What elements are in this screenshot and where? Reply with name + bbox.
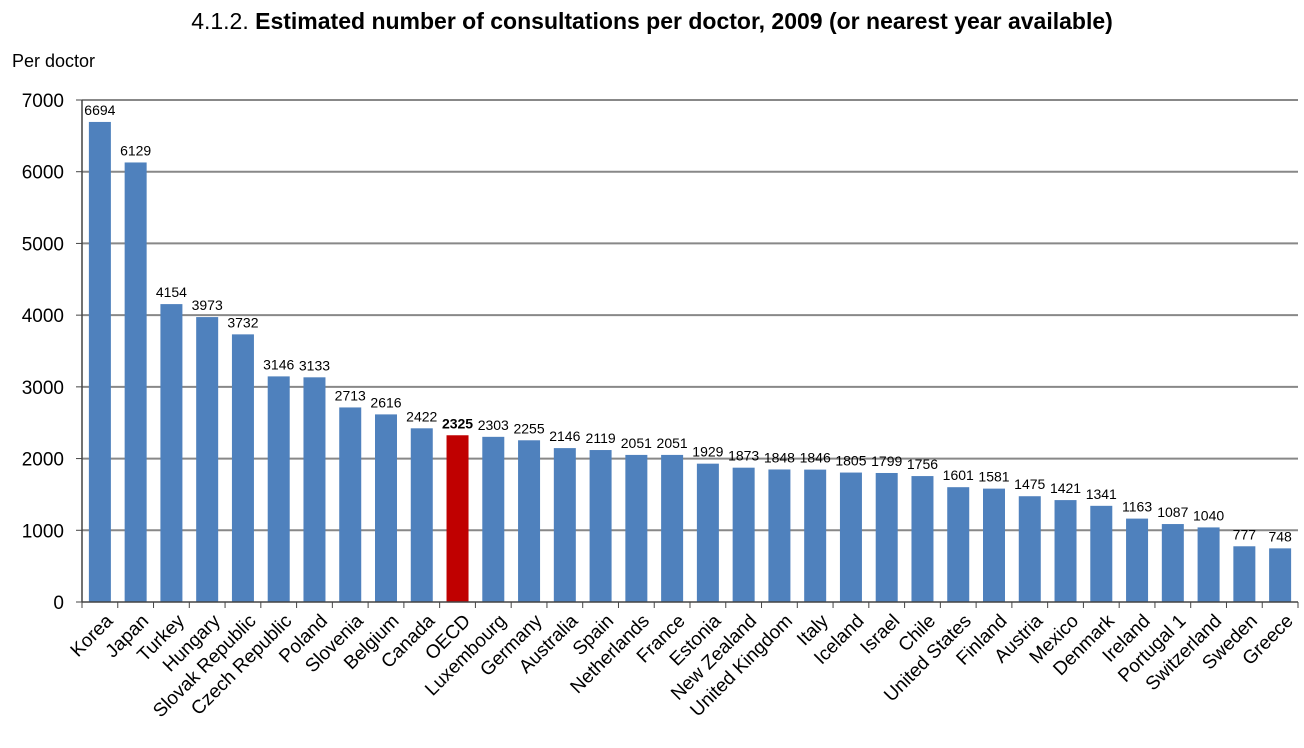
- bar-spain: [589, 450, 612, 602]
- axes: [81, 100, 1298, 603]
- y-tick-label: 1000: [22, 521, 64, 542]
- data-label: 6129: [120, 142, 151, 158]
- bar-poland: [303, 377, 326, 602]
- bar-italy: [804, 469, 827, 602]
- data-label: 1163: [1122, 499, 1152, 515]
- bar-slovak-republic: [231, 334, 254, 602]
- bar-ireland: [1126, 518, 1149, 602]
- bar-denmark: [1090, 505, 1113, 602]
- bar-korea: [88, 121, 111, 602]
- y-tick-label: 7000: [22, 91, 64, 112]
- data-label: 2051: [621, 435, 652, 451]
- bar-estonia: [696, 463, 719, 602]
- y-tick-label: 3000: [22, 378, 64, 399]
- bar-canada: [410, 428, 433, 602]
- bar-belgium: [375, 414, 397, 602]
- bar-israel: [875, 472, 898, 602]
- y-tick-label: 4000: [22, 306, 64, 327]
- data-label: 1040: [1193, 507, 1224, 523]
- data-label: 777: [1233, 526, 1257, 542]
- x-category-label: Israel: [857, 611, 905, 659]
- bar-hungary: [196, 317, 219, 602]
- data-label: 1581: [978, 469, 1009, 485]
- bar-luxembourg: [482, 436, 505, 602]
- data-label: 1341: [1086, 486, 1117, 502]
- y-tick-label: 0: [53, 593, 64, 614]
- y-tick-label: 2000: [22, 450, 64, 471]
- chart-title-text: Estimated number of consultations per do…: [255, 8, 1113, 34]
- chart-title: 4.1.2. Estimated number of consultations…: [0, 8, 1304, 35]
- y-tick-label: 6000: [22, 163, 64, 184]
- bar-new-zealand: [732, 467, 755, 602]
- bar-portugal-1: [1161, 524, 1184, 602]
- data-label: 3146: [263, 356, 294, 372]
- data-label: 4154: [156, 284, 187, 300]
- data-label: 1799: [871, 453, 902, 469]
- chart-title-number: 4.1.2.: [191, 8, 249, 34]
- y-axis-label: Per doctor: [12, 51, 96, 71]
- data-label: 1475: [1014, 476, 1045, 492]
- gridlines: [82, 99, 1298, 532]
- bar-oecd: [446, 435, 469, 602]
- bar-switzerland: [1197, 527, 1220, 602]
- data-label: 1929: [692, 444, 723, 460]
- data-label: 2713: [335, 387, 366, 403]
- data-label: 3732: [227, 314, 258, 330]
- y-axis-ticks: 0 1000 2000 3000 4000 5000 6000 7000: [22, 91, 82, 614]
- bar-netherlands: [625, 454, 648, 602]
- bar-france: [661, 454, 684, 602]
- bar-czech-republic: [267, 376, 290, 602]
- bar-germany: [518, 440, 541, 602]
- bar-greece: [1269, 548, 1292, 602]
- data-label: 2422: [406, 408, 437, 424]
- bar-iceland: [839, 472, 862, 602]
- data-label: 2119: [586, 430, 616, 446]
- data-label: 1805: [835, 453, 866, 469]
- bar-austria: [1018, 496, 1041, 602]
- data-label: 1087: [1157, 504, 1188, 520]
- bar-mexico: [1054, 500, 1077, 602]
- y-tick-label: 5000: [22, 234, 64, 255]
- bar-turkey: [160, 304, 183, 602]
- bar-united-kingdom: [768, 469, 791, 602]
- bar-australia: [553, 448, 576, 602]
- data-label: 1601: [943, 467, 974, 483]
- data-label: 6694: [84, 102, 115, 118]
- data-label: 1848: [764, 449, 795, 465]
- data-label: 2051: [657, 435, 688, 451]
- bars: [88, 121, 1292, 603]
- bar-chile: [911, 476, 934, 602]
- bar-finland: [983, 488, 1005, 602]
- data-label: 3973: [192, 297, 223, 313]
- data-label: 1846: [800, 450, 831, 466]
- data-label: 3133: [299, 357, 330, 373]
- bar-slovenia: [339, 407, 362, 602]
- bar-japan: [124, 162, 147, 603]
- data-label: 2303: [478, 417, 509, 433]
- data-label: 2616: [370, 394, 401, 410]
- data-label: 748: [1268, 528, 1292, 544]
- data-label: 2255: [513, 420, 544, 436]
- bar-united-states: [947, 487, 970, 602]
- data-label: 2325: [442, 415, 473, 431]
- data-label: 2146: [549, 428, 580, 444]
- bar-sweden: [1233, 546, 1256, 602]
- data-label: 1421: [1050, 480, 1081, 496]
- data-label: 1873: [728, 448, 759, 464]
- data-label: 1756: [907, 456, 938, 472]
